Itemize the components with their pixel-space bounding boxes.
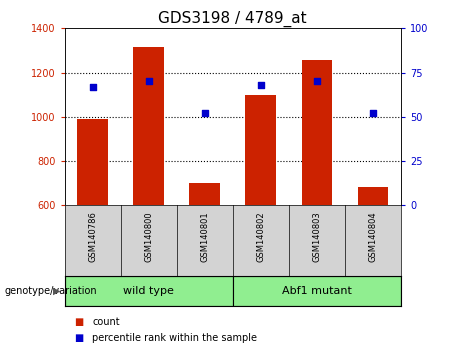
- Point: [145, 79, 152, 84]
- Title: GDS3198 / 4789_at: GDS3198 / 4789_at: [159, 11, 307, 27]
- Text: GSM140804: GSM140804: [368, 211, 378, 262]
- Text: percentile rank within the sample: percentile rank within the sample: [92, 333, 257, 343]
- Text: GSM140800: GSM140800: [144, 211, 153, 262]
- Text: ■: ■: [74, 317, 83, 327]
- Text: ■: ■: [74, 333, 83, 343]
- Bar: [133, 47, 164, 205]
- Point: [89, 84, 96, 90]
- Text: ▶: ▶: [53, 286, 60, 296]
- Text: genotype/variation: genotype/variation: [5, 286, 97, 296]
- Point: [201, 110, 208, 116]
- Bar: [65, 276, 233, 306]
- Text: GSM140801: GSM140801: [200, 211, 209, 262]
- Bar: [358, 187, 389, 205]
- Text: count: count: [92, 317, 120, 327]
- Text: wild type: wild type: [123, 286, 174, 296]
- Bar: [233, 276, 401, 306]
- Point: [369, 110, 377, 116]
- Bar: [189, 183, 220, 205]
- Bar: [77, 119, 108, 205]
- Text: GSM140803: GSM140803: [313, 211, 321, 262]
- Point: [257, 82, 265, 88]
- Text: Abf1 mutant: Abf1 mutant: [282, 286, 352, 296]
- Text: GSM140802: GSM140802: [256, 211, 266, 262]
- Point: [313, 79, 321, 84]
- Bar: [301, 60, 332, 205]
- Text: GSM140786: GSM140786: [88, 211, 97, 262]
- Bar: [245, 95, 276, 205]
